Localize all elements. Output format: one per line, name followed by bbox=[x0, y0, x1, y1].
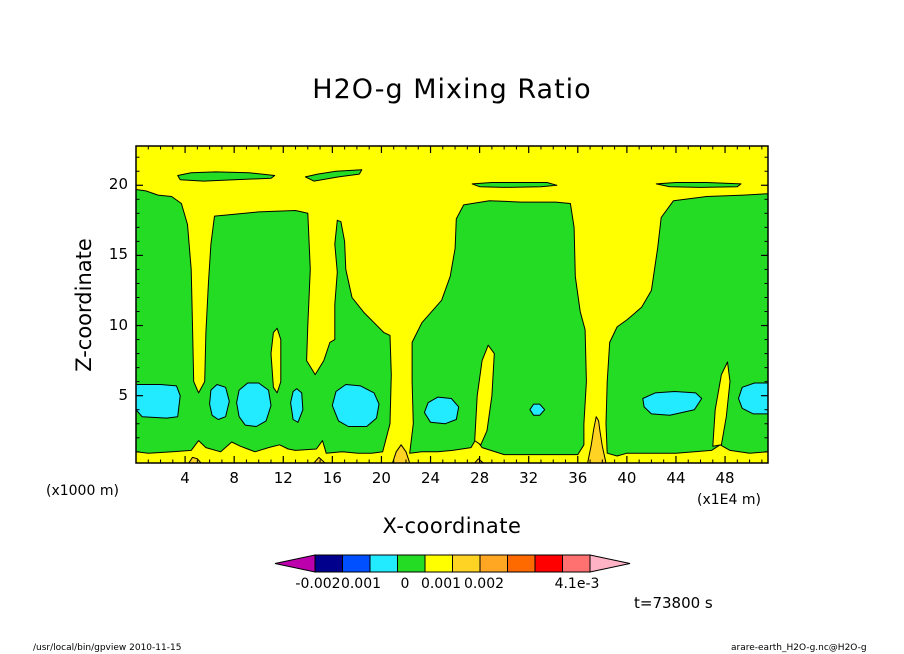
y-tick-label: 20 bbox=[108, 175, 128, 194]
x-axis-label: X-coordinate bbox=[382, 514, 522, 538]
contour-region-band-5-5 bbox=[471, 182, 558, 188]
contour-region-band-7-1 bbox=[587, 416, 607, 463]
x-unit-label: (x1E4 m) bbox=[697, 492, 761, 508]
x-tick-label: 48 bbox=[715, 469, 735, 487]
x-tick-label: 44 bbox=[666, 469, 686, 487]
colorbar-lower-triangle bbox=[274, 554, 316, 573]
x-tick-label: 28 bbox=[470, 469, 490, 487]
colorbar-label: 0.001 bbox=[420, 576, 462, 592]
contour-region-band-4-4 bbox=[331, 384, 380, 427]
contour-region-band-4-5 bbox=[423, 396, 460, 425]
y-ticks bbox=[136, 156, 768, 453]
x-ticks bbox=[147, 146, 763, 463]
chart-title: H2O-g Mixing Ratio bbox=[312, 74, 592, 105]
colorbar-swatch bbox=[397, 554, 426, 573]
colorbar-upper-triangle bbox=[589, 554, 631, 573]
x-tick-label: 36 bbox=[568, 469, 588, 487]
colorbar-swatch bbox=[342, 554, 371, 573]
contour-region-band-4-3 bbox=[290, 388, 304, 423]
y-tick-label: 15 bbox=[108, 245, 128, 264]
y-tick-label: 10 bbox=[108, 315, 128, 334]
contour-region-band-7-2 bbox=[188, 456, 202, 463]
contour-region-band-4-7 bbox=[642, 391, 703, 416]
plot-frame bbox=[135, 145, 769, 464]
colorbar-swatch bbox=[369, 554, 398, 573]
colorbar-swatch bbox=[562, 554, 591, 573]
contour-region-band-5-4 bbox=[304, 169, 363, 182]
colorbar-swatch bbox=[479, 554, 508, 573]
contour-region-band-4-0 bbox=[136, 384, 181, 419]
contour-region-band-6-0 bbox=[270, 327, 282, 394]
colorbar-swatch bbox=[507, 554, 536, 573]
contour-region-band-6-1 bbox=[474, 344, 495, 446]
contour-region-band-4-2 bbox=[236, 382, 272, 427]
contour-region-band-7-4 bbox=[474, 458, 484, 463]
contour-region-band-4-1 bbox=[209, 384, 230, 420]
x-tick-label: 32 bbox=[519, 469, 539, 487]
footer-right: arare-earth_H2O-g.nc@H2O-g bbox=[731, 643, 867, 653]
y-unit-label: (x1000 m) bbox=[46, 483, 119, 499]
contour-region-band-5-3 bbox=[177, 171, 276, 182]
x-tick-label: 24 bbox=[420, 469, 441, 487]
contour-region-band-7-0 bbox=[392, 444, 411, 463]
contour-regions bbox=[136, 169, 768, 463]
time-label: t=73800 s bbox=[634, 594, 713, 612]
colorbar-swatch bbox=[314, 554, 343, 573]
contour-region-band-4-6 bbox=[529, 403, 546, 416]
contour-region-band-5-0 bbox=[136, 189, 392, 454]
colorbar bbox=[274, 554, 631, 573]
contour-region-band-6-2 bbox=[712, 361, 731, 447]
footer-left: /usr/local/bin/gpview 2010-11-15 bbox=[33, 643, 182, 653]
colorbar-label: 4.1e-3 bbox=[554, 576, 600, 592]
x-tick-label: 16 bbox=[322, 469, 342, 487]
x-tick-label: 40 bbox=[617, 469, 637, 487]
colorbar-swatch bbox=[452, 554, 481, 573]
y-tick-label: 5 bbox=[118, 385, 128, 404]
colorbar-label: -0.002 bbox=[295, 576, 341, 592]
x-tick-label: 20 bbox=[371, 469, 391, 487]
x-tick-label: 12 bbox=[273, 469, 293, 487]
contour-region-band-7-3 bbox=[313, 456, 326, 463]
colorbar-swatch bbox=[424, 554, 453, 573]
colorbar-swatch bbox=[534, 554, 563, 573]
contour-region-band-4-8 bbox=[738, 382, 768, 415]
x-tick-label: 4 bbox=[180, 469, 190, 487]
colorbar-label: 0.001 bbox=[340, 576, 382, 592]
colorbar-label: 0.002 bbox=[463, 576, 505, 592]
contour-region-band-5-6 bbox=[655, 182, 742, 188]
x-tick-label: 8 bbox=[229, 469, 239, 487]
colorbar-label: 0 bbox=[400, 576, 410, 592]
